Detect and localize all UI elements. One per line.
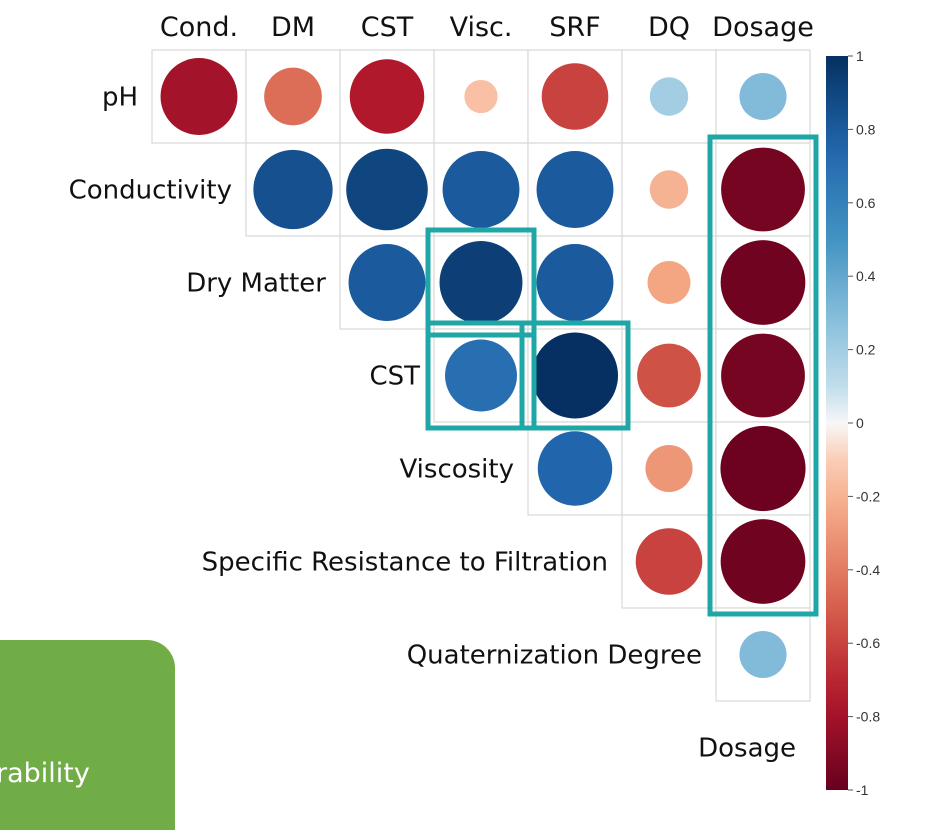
colorbar-tick-label: -0.6 <box>856 635 880 651</box>
highlight-box <box>707 134 819 617</box>
colorbar-tick-label: -1 <box>856 782 869 798</box>
column-label: Dosage <box>712 12 814 43</box>
correlation-circle <box>645 444 693 493</box>
correlation-circle <box>720 240 806 325</box>
correlation-circle <box>445 339 517 412</box>
correlation-circle <box>635 528 703 595</box>
side-panel: rability <box>0 640 175 830</box>
column-label: SRF <box>549 12 600 43</box>
circle-layer <box>160 58 806 679</box>
correlation-circle <box>346 148 428 231</box>
highlight-layer <box>425 134 819 617</box>
row-label: Viscosity <box>399 455 514 485</box>
colorbar-tick-label: -0.4 <box>856 562 880 578</box>
correlation-circle <box>637 343 701 408</box>
correlation-circle <box>536 151 614 228</box>
correlation-circle <box>464 79 498 114</box>
side-panel-text: rability <box>0 758 90 789</box>
correlation-circle <box>439 241 523 324</box>
correlation-circle <box>348 244 426 321</box>
highlight-box <box>425 227 537 338</box>
row-label: Dosage <box>698 734 796 764</box>
colorbar-tick-label: 0 <box>856 415 864 431</box>
highlight-box <box>519 320 631 431</box>
correlation-circle <box>739 72 787 121</box>
correlation-circle <box>537 431 613 506</box>
correlation-circle <box>442 151 520 228</box>
colorbar-tick-label: 0.6 <box>856 195 876 211</box>
column-label: Visc. <box>450 12 513 43</box>
column-label: DM <box>271 12 315 43</box>
row-label: Conductivity <box>69 176 232 206</box>
correlation-circle <box>649 77 689 116</box>
colorbar-tick-label: 1 <box>856 48 864 64</box>
correlation-circle <box>720 425 806 512</box>
column-label: Cond. <box>160 12 238 43</box>
colorbar-gradient <box>826 56 848 790</box>
correlation-circle <box>264 67 322 126</box>
correlation-circle <box>536 244 614 321</box>
colorbar-tick-label: -0.8 <box>856 709 880 725</box>
correlation-circle <box>647 261 691 304</box>
highlight-box <box>425 320 537 431</box>
correlation-plot: Cond. DM CST Visc. SRF DQ Dosage pH Conductivit… <box>69 12 881 798</box>
correlation-circle <box>720 519 806 604</box>
correlation-circle <box>349 59 425 134</box>
correlation-circle <box>532 332 618 419</box>
colorbar-tick-label: 0.8 <box>856 121 876 137</box>
colorbar: 1 0.8 0.6 0.4 0.2 0 -0.2 -0.4 -0.6 -0.8 -1 <box>826 48 880 798</box>
row-label: pH <box>102 83 138 113</box>
row-label: Dry Matter <box>186 269 326 299</box>
colorbar-tick-label: 0.2 <box>856 342 876 358</box>
correlation-circle <box>541 63 609 130</box>
column-label: CST <box>361 12 414 43</box>
row-label: Specific Resistance to Filtration <box>202 548 608 578</box>
correlation-circle <box>721 333 805 418</box>
correlation-circle <box>649 170 689 209</box>
colorbar-tick-label: 0.4 <box>856 268 876 284</box>
column-labels: Cond. DM CST Visc. SRF DQ Dosage <box>160 12 814 43</box>
row-labels: pH Conductivity Dry Matter CST Viscosity Spec… <box>69 83 796 764</box>
row-label: CST <box>369 362 420 392</box>
correlation-circle <box>721 147 805 232</box>
correlation-circle <box>739 630 787 679</box>
row-label: Quaternization Degree <box>407 641 702 671</box>
column-label: DQ <box>648 12 690 43</box>
colorbar-tick-label: -0.2 <box>856 488 880 504</box>
correlation-circle <box>160 58 238 135</box>
correlation-circle <box>253 149 333 230</box>
